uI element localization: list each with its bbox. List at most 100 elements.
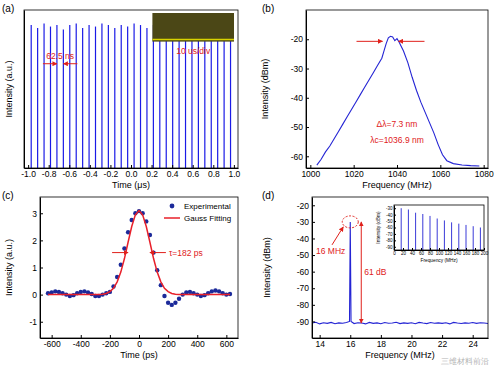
tick-label: 0.4: [167, 169, 179, 179]
tick-label: -20: [297, 201, 310, 211]
axis-line: [313, 338, 489, 339]
tick-mark: [312, 255, 315, 256]
tick-label: 0.2: [146, 169, 158, 179]
tick-mark: [484, 165, 485, 168]
tick: -70: [386, 232, 396, 237]
panel-title: (a): [2, 3, 14, 14]
annotation-arrow: [63, 63, 77, 64]
y-axis-title: Intensity (a.u.): [4, 239, 14, 296]
tick-label: 60: [419, 251, 425, 256]
x-axis: 020406080100120140160180200: [393, 248, 489, 256]
tick-mark: [234, 165, 235, 168]
y-axis: -90-80-70-60-50-40-30: [386, 206, 396, 251]
tick: -600: [44, 335, 61, 349]
y-axis: -90-80-70-60-50-40-30-20: [297, 198, 315, 339]
tick-mark: [81, 335, 82, 338]
tick: -0.4: [83, 165, 98, 179]
tick-label: -60: [297, 267, 310, 277]
tick-label: -30: [386, 206, 393, 211]
tick-mark: [306, 98, 309, 99]
line: [317, 36, 480, 166]
tick-label: 16: [346, 339, 356, 349]
tick: 1000: [301, 165, 320, 179]
tick: 0.2: [146, 165, 158, 179]
annotation: 61 dB: [364, 267, 387, 277]
stem: [217, 25, 218, 168]
tick-mark: [350, 335, 351, 338]
tick-label: 0: [393, 251, 396, 256]
tick-label: 0: [137, 339, 142, 349]
tick-mark: [49, 165, 50, 168]
stem: [43, 24, 44, 168]
tick: 200: [162, 335, 176, 349]
tick-label: -50: [386, 219, 393, 224]
tick-mark: [403, 248, 404, 250]
x-axis: 141618202224: [313, 335, 489, 349]
tick: -50: [297, 250, 315, 260]
tick: 140: [454, 248, 462, 256]
tick: 1040: [388, 165, 407, 179]
stem: [430, 216, 431, 250]
tick-label: 1000: [301, 169, 320, 179]
panel: -1.0-0.8-0.6-0.4-0.20.00.20.40.60.81.0Ti…: [2, 3, 241, 190]
tick: 14: [315, 335, 325, 349]
y-axis-title: Intensity (dBm): [260, 59, 270, 120]
annotation-arrow: [112, 252, 128, 253]
tick-label: 160: [463, 251, 471, 256]
tick-label: -0.6: [62, 169, 77, 179]
tick: -60: [297, 267, 315, 277]
tick-mark: [397, 165, 398, 168]
stem: [153, 25, 154, 168]
tick-mark: [394, 240, 396, 241]
x-axis-title: Frequency (MHz): [365, 350, 435, 360]
tick-mark: [439, 248, 440, 250]
stem: [458, 224, 459, 250]
tick: 1.0: [228, 165, 240, 179]
tick-label: -1.0: [21, 169, 36, 179]
tick: 200: [481, 248, 489, 256]
tick-mark: [312, 222, 315, 223]
stem: [56, 25, 57, 168]
tick-mark: [430, 248, 431, 250]
stem: [88, 25, 89, 168]
tick: 1080: [475, 165, 494, 179]
tick-label: -50: [297, 250, 310, 260]
plot-area: [312, 222, 488, 324]
tick: -50: [386, 219, 396, 224]
tick: 16: [346, 335, 356, 349]
inset-panel: 020406080100120140160180200-90-80-70-60-…: [376, 205, 489, 263]
tick: -30: [386, 206, 396, 211]
stem: [146, 28, 147, 168]
tick-mark: [394, 208, 396, 209]
tick-label: -0.4: [83, 169, 98, 179]
stem: [76, 24, 77, 168]
stem: [31, 25, 32, 168]
tick: -60: [386, 225, 396, 230]
stem: [451, 222, 452, 250]
tick-mark: [197, 335, 198, 338]
x-axis: -1.0-0.8-0.6-0.4-0.20.00.20.40.60.81.0: [21, 165, 240, 179]
tick-mark: [412, 248, 413, 250]
tick-mark: [40, 213, 43, 214]
tick-mark: [421, 248, 422, 250]
annotation-arrow: [43, 63, 57, 64]
tick-mark: [306, 69, 309, 70]
tick: 100: [436, 248, 444, 256]
tick: 18: [377, 335, 387, 349]
legend-symbol: [164, 217, 180, 219]
tick-mark: [168, 335, 169, 338]
tick-mark: [320, 335, 321, 338]
tick: -50: [291, 122, 309, 132]
tick-label: 0.6: [187, 169, 199, 179]
stem: [211, 28, 212, 168]
y-axis-title: Intensity (a.u.): [4, 60, 14, 117]
tick-mark: [52, 335, 53, 338]
stem: [437, 219, 438, 251]
tick-mark: [354, 165, 355, 168]
tick: -40: [297, 234, 315, 244]
tick-label: 100: [436, 251, 444, 256]
tick-mark: [193, 165, 194, 168]
tick: 0.8: [208, 165, 220, 179]
axis-line: [312, 198, 313, 339]
tick: 1060: [431, 165, 450, 179]
